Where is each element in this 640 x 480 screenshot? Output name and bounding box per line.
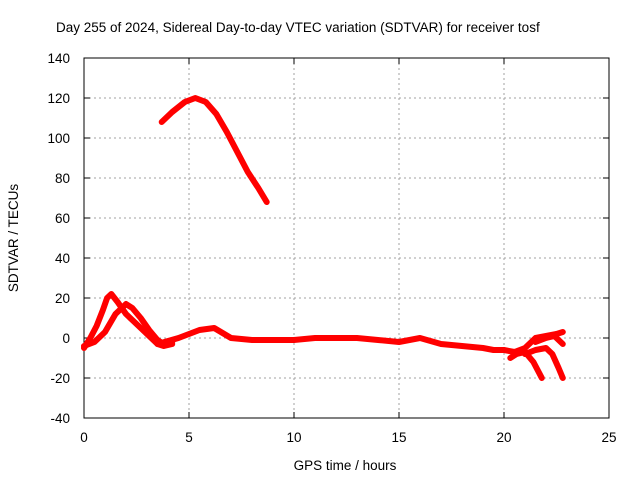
plot-frame xyxy=(83,57,610,419)
data-point-arc-long xyxy=(354,335,360,341)
data-point-arc-peak-1 xyxy=(123,311,129,317)
data-point-arc-long xyxy=(560,329,566,335)
data-point-arc-long xyxy=(228,335,234,341)
y-tick-label: -40 xyxy=(50,411,70,426)
data-point-arc-peak-1 xyxy=(140,327,146,333)
data-point-arc-late-3 xyxy=(533,339,538,345)
x-tick-labels: 0 5 10 15 20 25 xyxy=(80,430,616,445)
x-axis-label: GPS time / hours xyxy=(294,458,397,473)
y-tick-label: 0 xyxy=(62,331,70,346)
data-point-arc-high xyxy=(245,169,251,175)
data-point-arc-long xyxy=(375,337,381,343)
data-point-arc-peak-1 xyxy=(87,335,93,341)
data-point-arc-high xyxy=(192,95,198,101)
data-point-arc-late-2 xyxy=(556,365,562,371)
data-point-arc-high xyxy=(169,109,175,115)
gridlines xyxy=(84,58,609,418)
data-point-arc-peak-2 xyxy=(81,343,87,349)
x-tick-label: 20 xyxy=(496,430,511,445)
chart-title: Day 255 of 2024, Sidereal Day-to-day VTE… xyxy=(56,20,540,35)
x-tick-label: 25 xyxy=(601,430,616,445)
data-point-arc-late-3 xyxy=(543,335,549,341)
data-point-arc-long xyxy=(438,341,444,347)
data-point-arc-peak-1 xyxy=(108,291,114,297)
data-point-arc-late-1 xyxy=(530,359,536,365)
series-line-arc-late-3 xyxy=(532,333,566,347)
data-point-arc-peak-2 xyxy=(92,339,97,345)
data-point-arc-high xyxy=(264,199,270,205)
data-point-arc-high xyxy=(159,119,165,125)
data-point-arc-long xyxy=(197,327,202,333)
data-point-arc-peak-1 xyxy=(131,319,137,325)
data-point-arc-long xyxy=(270,337,276,343)
x-tick-label: 15 xyxy=(391,430,406,445)
y-tick-labels: -40 -20 0 20 40 60 80 100 120 140 xyxy=(47,51,70,426)
data-point-arc-long xyxy=(333,335,339,341)
y-axis-label: SDTVAR / TECUs xyxy=(6,184,21,293)
data-point-arc-high xyxy=(182,99,188,105)
data-point-arc-long xyxy=(417,335,423,341)
data-point-arc-long xyxy=(155,341,160,347)
data-point-arc-high xyxy=(203,99,209,105)
data-point-arc-long xyxy=(312,335,318,341)
data-point-arc-peak-1 xyxy=(115,299,121,305)
data-point-arc-long xyxy=(501,347,507,353)
y-tick-label: 100 xyxy=(47,131,70,146)
data-point-arc-long xyxy=(211,325,217,331)
data-point-arc-late-1 xyxy=(539,375,545,381)
data-point-arc-late-2 xyxy=(522,351,528,357)
data-point-arc-peak-2 xyxy=(123,301,129,307)
series-group xyxy=(81,95,566,381)
y-tick-label: -20 xyxy=(50,371,70,386)
data-point-arc-long xyxy=(491,347,496,353)
x-tick-label: 10 xyxy=(286,430,301,445)
data-point-arc-long xyxy=(249,337,255,343)
data-point-arc-high xyxy=(224,129,230,135)
data-point-arc-late-1 xyxy=(514,351,520,357)
data-point-arc-long xyxy=(480,345,486,351)
data-point-arc-long xyxy=(176,335,181,341)
data-point-arc-late-2 xyxy=(533,347,538,353)
data-point-arc-peak-1 xyxy=(100,307,106,313)
tick-marks xyxy=(83,57,610,419)
data-point-arc-peak-2 xyxy=(102,329,108,335)
data-point-arc-late-2 xyxy=(560,375,566,381)
y-tick-label: 140 xyxy=(47,51,70,66)
data-point-arc-long xyxy=(459,343,465,349)
data-point-arc-peak-2 xyxy=(113,311,118,317)
y-tick-label: 80 xyxy=(55,171,70,186)
data-point-arc-late-2 xyxy=(549,351,555,357)
x-tick-label: 0 xyxy=(80,430,88,445)
data-point-arc-peak-1 xyxy=(94,323,100,329)
y-tick-label: 120 xyxy=(47,91,70,106)
data-point-arc-high xyxy=(213,111,219,117)
x-tick-label: 5 xyxy=(185,430,193,445)
data-point-arc-high xyxy=(255,185,261,191)
data-point-arc-high xyxy=(234,149,240,155)
y-tick-label: 60 xyxy=(55,211,70,226)
data-point-arc-peak-2 xyxy=(146,327,152,333)
y-tick-label: 40 xyxy=(55,251,70,266)
data-point-arc-long xyxy=(396,339,402,345)
data-point-arc-late-3 xyxy=(560,341,566,347)
data-point-arc-late-1 xyxy=(507,355,513,361)
data-point-arc-late-3 xyxy=(551,333,557,339)
data-point-arc-peak-2 xyxy=(138,315,144,321)
data-point-arc-peak-1 xyxy=(104,295,110,301)
data-point-arc-peak-2 xyxy=(129,305,135,311)
series-line-arc-long xyxy=(154,325,566,355)
data-point-arc-late-2 xyxy=(543,345,549,351)
data-point-arc-long xyxy=(291,337,297,343)
y-tick-label: 20 xyxy=(55,291,70,306)
